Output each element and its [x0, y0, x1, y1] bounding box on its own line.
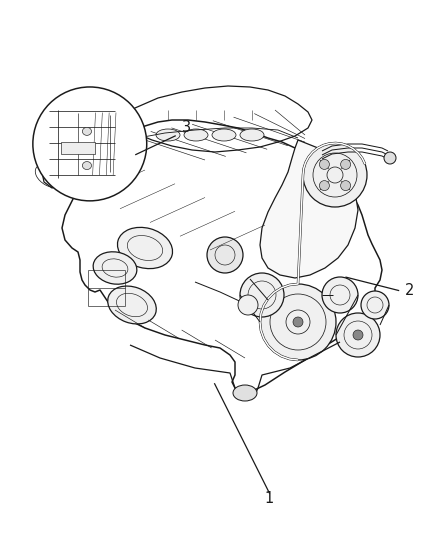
- Circle shape: [336, 313, 380, 357]
- Polygon shape: [72, 125, 120, 185]
- Polygon shape: [260, 140, 358, 278]
- Ellipse shape: [108, 286, 156, 324]
- Ellipse shape: [82, 161, 92, 169]
- Text: 3: 3: [182, 120, 191, 135]
- Circle shape: [238, 295, 258, 315]
- Circle shape: [322, 277, 358, 313]
- Ellipse shape: [184, 129, 208, 141]
- Circle shape: [341, 181, 350, 191]
- Circle shape: [341, 159, 350, 169]
- Text: 2: 2: [405, 283, 414, 298]
- Circle shape: [240, 273, 284, 317]
- Circle shape: [361, 291, 389, 319]
- Ellipse shape: [93, 252, 137, 284]
- Ellipse shape: [212, 129, 236, 141]
- Ellipse shape: [82, 127, 92, 135]
- Circle shape: [293, 317, 303, 327]
- Ellipse shape: [117, 228, 173, 269]
- Circle shape: [260, 284, 336, 360]
- Text: 1: 1: [265, 491, 274, 506]
- Ellipse shape: [240, 129, 264, 141]
- Circle shape: [384, 152, 396, 164]
- Circle shape: [33, 87, 147, 201]
- Circle shape: [319, 181, 329, 191]
- Ellipse shape: [156, 129, 180, 141]
- Circle shape: [353, 330, 363, 340]
- Ellipse shape: [233, 385, 257, 401]
- FancyBboxPatch shape: [61, 142, 95, 154]
- Circle shape: [303, 143, 367, 207]
- Circle shape: [207, 237, 243, 273]
- Circle shape: [319, 159, 329, 169]
